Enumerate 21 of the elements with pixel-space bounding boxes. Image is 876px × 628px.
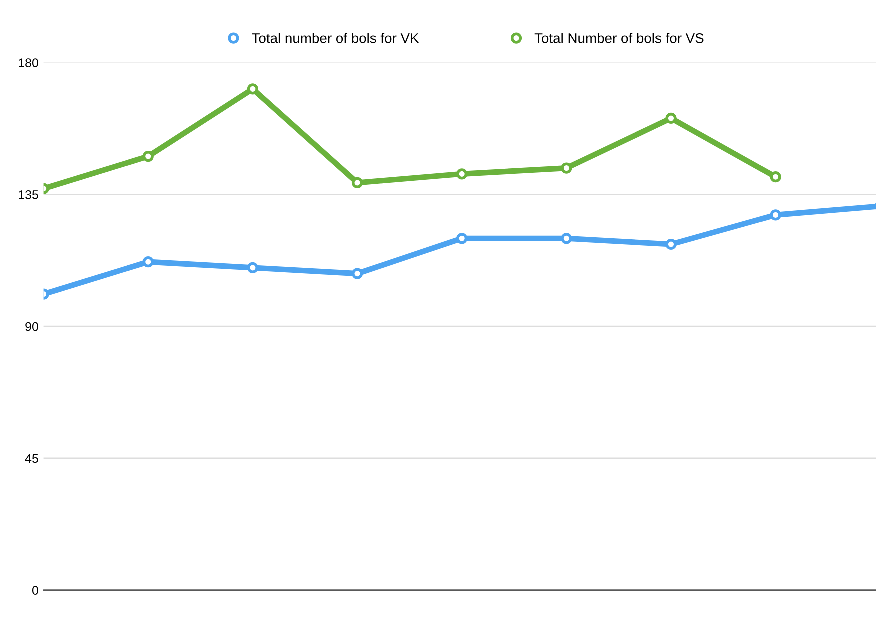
point	[666, 238, 677, 250]
point	[352, 177, 364, 189]
point	[456, 168, 468, 180]
point	[247, 262, 258, 274]
point	[247, 84, 258, 95]
point	[770, 172, 782, 183]
legend-label: Total Number of bols for VS	[534, 33, 704, 44]
point	[456, 233, 468, 244]
point	[142, 151, 154, 162]
y-tick-label: 45	[25, 454, 38, 464]
y-tick-label: 0	[32, 586, 38, 595]
point	[142, 256, 154, 268]
y-tick-label: 180	[19, 58, 38, 68]
y-tick-label: 90	[26, 322, 38, 332]
point	[561, 233, 572, 244]
point	[561, 162, 572, 174]
legend-label: Total number of bols for VK	[252, 33, 420, 44]
point	[666, 112, 677, 124]
point	[352, 268, 364, 280]
y-tick-label: 135	[19, 190, 38, 200]
point	[770, 210, 782, 221]
